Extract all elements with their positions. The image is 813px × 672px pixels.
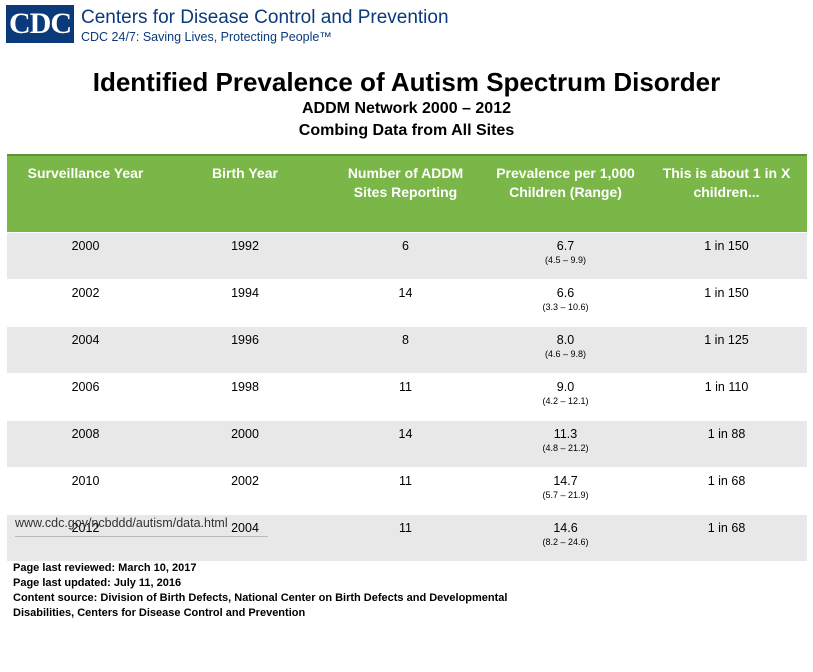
- col-header-surveillance-year: Surveillance Year: [7, 154, 164, 233]
- cell-birth-year: 1996: [164, 326, 326, 374]
- cell-prevalence: 6.7 (4.5 – 9.9): [485, 232, 646, 280]
- page-footer: Page last reviewed: March 10, 2017 Page …: [13, 561, 553, 621]
- table-row: 2004 1996 8 8.0 (4.6 – 9.8) 1 in 125: [7, 326, 807, 374]
- cell-one-in-x: 1 in 150: [646, 232, 807, 280]
- prevalence-range: (4.5 – 9.9): [544, 255, 587, 265]
- cell-surveillance-year: 2002: [7, 279, 164, 327]
- cell-sites: 8: [326, 326, 485, 374]
- prevalence-range: (3.3 – 10.6): [542, 302, 589, 312]
- prevalence-value: 6.7: [556, 239, 575, 253]
- cell-birth-year: 2004: [164, 514, 326, 561]
- prevalence-value: 9.0: [556, 380, 575, 394]
- prevalence-value: 14.7: [553, 474, 578, 488]
- cell-birth-year: 1994: [164, 279, 326, 327]
- table-row: 2006 1998 11 9.0 (4.2 – 12.1) 1 in 110: [7, 373, 807, 421]
- org-tagline: CDC 24/7: Saving Lives, Protecting Peopl…: [81, 30, 332, 44]
- prevalence-range: (8.2 – 24.6): [542, 537, 589, 547]
- cell-sites: 11: [326, 514, 485, 561]
- cell-sites: 11: [326, 467, 485, 515]
- last-reviewed: Page last reviewed: March 10, 2017: [13, 562, 197, 574]
- content-source: Content source: Division of Birth Defect…: [13, 592, 508, 619]
- cell-prevalence: 8.0 (4.6 – 9.8): [485, 326, 646, 374]
- prevalence-range: (4.8 – 21.2): [542, 443, 589, 453]
- table-row: 2012 2004 11 14.6 (8.2 – 24.6) 1 in 68: [7, 514, 807, 561]
- cell-birth-year: 2000: [164, 420, 326, 468]
- title-block: Identified Prevalence of Autism Spectrum…: [0, 66, 813, 142]
- table-row: 2010 2002 11 14.7 (5.7 – 21.9) 1 in 68: [7, 467, 807, 515]
- source-url[interactable]: www.cdc.gov/ncbddd/autism/data.html: [15, 516, 268, 537]
- cell-one-in-x: 1 in 68: [646, 514, 807, 561]
- table-row: 2000 1992 6 6.7 (4.5 – 9.9) 1 in 150: [7, 232, 807, 280]
- col-header-prevalence: Prevalence per 1,000 Children (Range): [485, 154, 646, 233]
- cell-sites: 14: [326, 279, 485, 327]
- cell-sites: 6: [326, 232, 485, 280]
- prevalence-value: 14.6: [553, 521, 578, 535]
- subtitle-network: ADDM Network 2000 – 2012: [302, 100, 511, 117]
- table-header-row: Surveillance Year Birth Year Number of A…: [7, 154, 807, 233]
- table-row: 2002 1994 14 6.6 (3.3 – 10.6) 1 in 150: [7, 279, 807, 327]
- cell-one-in-x: 1 in 125: [646, 326, 807, 374]
- cell-surveillance-year: 2004: [7, 326, 164, 374]
- prevalence-range: (5.7 – 21.9): [542, 490, 589, 500]
- prevalence-range: (4.6 – 9.8): [544, 349, 587, 359]
- cell-prevalence: 14.7 (5.7 – 21.9): [485, 467, 646, 515]
- cell-prevalence: 14.6 (8.2 – 24.6): [485, 514, 646, 561]
- prevalence-value: 8.0: [556, 333, 575, 347]
- cell-sites: 14: [326, 420, 485, 468]
- subtitle-combined: Combing Data from All Sites: [298, 122, 515, 139]
- cdc-logo-text: CDC: [9, 7, 72, 40]
- cell-one-in-x: 1 in 88: [646, 420, 807, 468]
- col-header-one-in-x: This is about 1 in X children...: [646, 154, 807, 233]
- cell-surveillance-year: 2006: [7, 373, 164, 421]
- cell-prevalence: 11.3 (4.8 – 21.2): [485, 420, 646, 468]
- cell-birth-year: 2002: [164, 467, 326, 515]
- last-updated: Page last updated: July 11, 2016: [13, 577, 182, 589]
- cell-surveillance-year: 2000: [7, 232, 164, 280]
- org-name: Centers for Disease Control and Preventi…: [81, 7, 449, 28]
- prevalence-value: 11.3: [553, 427, 578, 441]
- cell-prevalence: 9.0 (4.2 – 12.1): [485, 373, 646, 421]
- cdc-logo: CDC: [6, 5, 74, 43]
- cell-one-in-x: 1 in 150: [646, 279, 807, 327]
- cell-surveillance-year: 2008: [7, 420, 164, 468]
- cell-sites: 11: [326, 373, 485, 421]
- cell-birth-year: 1998: [164, 373, 326, 421]
- col-header-sites: Number of ADDM Sites Reporting: [326, 154, 485, 233]
- cell-one-in-x: 1 in 110: [646, 373, 807, 421]
- cell-surveillance-year: 2012: [7, 514, 164, 561]
- table-row: 2008 2000 14 11.3 (4.8 – 21.2) 1 in 88: [7, 420, 807, 468]
- prevalence-value: 6.6: [556, 286, 575, 300]
- cell-birth-year: 1992: [164, 232, 326, 280]
- prevalence-range: (4.2 – 12.1): [542, 396, 589, 406]
- col-header-birth-year: Birth Year: [164, 154, 326, 233]
- prevalence-table: Surveillance Year Birth Year Number of A…: [7, 154, 807, 561]
- cell-surveillance-year: 2010: [7, 467, 164, 515]
- cell-one-in-x: 1 in 68: [646, 467, 807, 515]
- cell-prevalence: 6.6 (3.3 – 10.6): [485, 279, 646, 327]
- page-title: Identified Prevalence of Autism Spectrum…: [92, 67, 721, 97]
